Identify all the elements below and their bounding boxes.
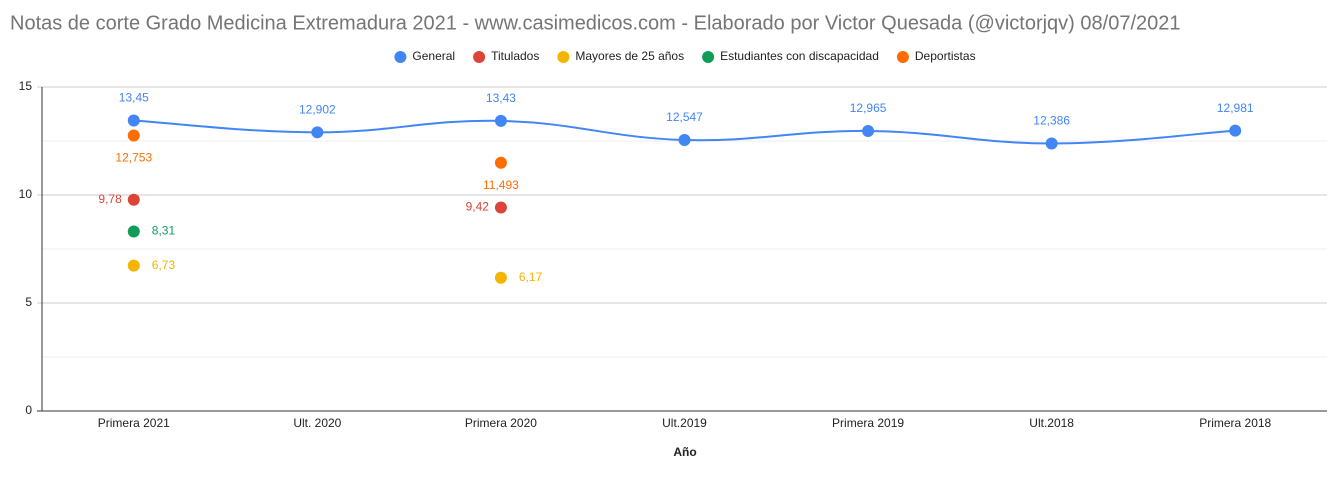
data-label: 13,45	[119, 91, 149, 105]
legend-label: Titulados	[491, 49, 539, 63]
point	[127, 193, 140, 206]
point	[127, 114, 140, 127]
point	[1229, 124, 1242, 137]
chart-title: Notas de corte Grado Medicina Extremadur…	[10, 12, 1181, 34]
x-tick-label: Primera 2020	[465, 416, 537, 430]
y-tick-label: 5	[25, 295, 32, 309]
data-label: 11,493	[483, 178, 519, 192]
data-label: 12,386	[1033, 114, 1070, 128]
legend-marker	[473, 51, 486, 63]
data-label: 12,753	[115, 151, 152, 165]
legend-marker	[896, 51, 909, 63]
data-label: 9,42	[466, 200, 490, 214]
data-label: 6,73	[152, 258, 176, 272]
x-tick-label: Ult. 2020	[293, 416, 341, 430]
legend-label: Estudiantes con discapacidad	[720, 49, 879, 63]
legend-label: Mayores de 25 años	[575, 49, 684, 63]
y-tick-label: 0	[25, 403, 32, 417]
data-label: 8,31	[152, 224, 176, 238]
x-tick-label: Primera 2018	[1199, 416, 1271, 430]
data-label: 12,965	[850, 101, 887, 115]
y-tick-label: 15	[19, 79, 33, 93]
data-label: 9,78	[98, 192, 122, 206]
point	[862, 124, 875, 137]
x-tick-label: Primera 2019	[832, 416, 904, 430]
legend-label: General	[412, 49, 455, 63]
data-label: 12,547	[666, 110, 703, 124]
point	[311, 126, 324, 139]
point	[678, 133, 691, 146]
point	[127, 225, 140, 238]
point	[494, 201, 507, 214]
y-tick-label: 10	[19, 187, 33, 201]
point	[494, 156, 507, 169]
x-tick-label: Ult.2019	[662, 416, 707, 430]
x-tick-label: Ult.2018	[1029, 416, 1074, 430]
x-axis-title: Año	[673, 445, 696, 459]
data-label: 13,43	[486, 91, 516, 105]
point	[494, 114, 507, 127]
data-label: 12,902	[299, 102, 336, 116]
point	[1045, 137, 1058, 150]
legend-label: Deportistas	[915, 49, 976, 63]
point	[127, 259, 140, 272]
legend-marker	[702, 51, 715, 63]
legend-marker	[557, 51, 570, 63]
data-label: 12,981	[1217, 101, 1254, 115]
point	[127, 129, 140, 142]
data-label: 6,17	[519, 270, 543, 284]
legend-marker	[394, 51, 407, 63]
x-tick-label: Primera 2021	[98, 416, 170, 430]
point	[494, 271, 507, 284]
